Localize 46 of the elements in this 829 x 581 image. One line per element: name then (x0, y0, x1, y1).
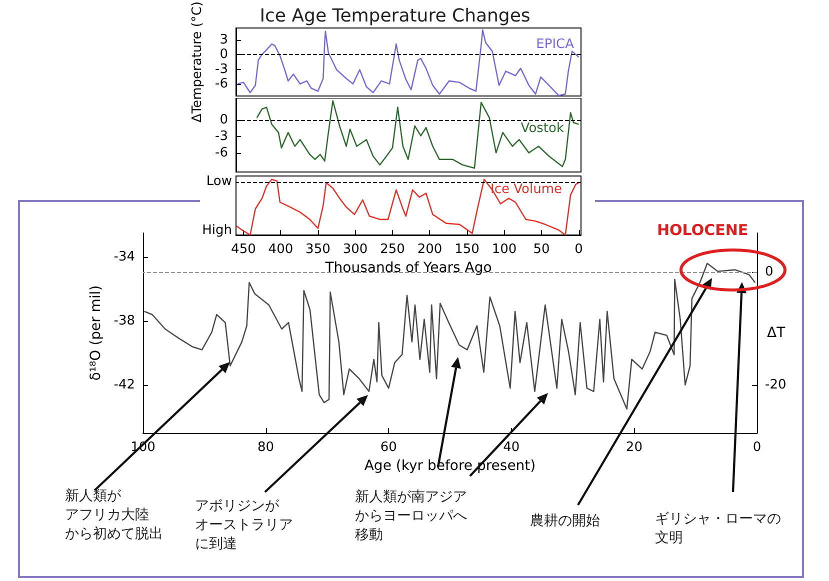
y2-tick-label: -20 (765, 377, 786, 392)
x-tick-label: 350 (306, 242, 330, 257)
x-tick-label: 150 (454, 242, 480, 257)
y-tick-label: 0 (220, 47, 228, 62)
series-label: Ice Volume (490, 182, 562, 197)
text: ギリシャ・ローマの文明 (655, 510, 781, 548)
y-axis-title: δ¹⁸O (per mil) (88, 285, 104, 381)
y-tick-label: -3 (215, 62, 228, 77)
x-tick-label: 50 (533, 242, 550, 257)
chart-title: Ice Age Temperature Changes (260, 6, 530, 26)
annotation: High (202, 223, 232, 238)
y-tick-label: -6 (215, 145, 228, 160)
x-axis-title: Thousands of Years Ago (324, 260, 492, 276)
y-tick-label: -3 (215, 128, 228, 144)
text: Low (206, 174, 232, 189)
x-tick-label: 300 (342, 242, 368, 257)
x-tick-label: 60 (380, 440, 397, 455)
line-series (144, 262, 756, 410)
y-tick-label: -6 (215, 76, 228, 92)
x-tick-label: 0 (574, 242, 583, 257)
y-tick-label: -34 (114, 250, 135, 264)
text: 農耕の開始 (530, 512, 600, 531)
y2-axis-title: ΔT (767, 325, 786, 341)
text: 新人類が南アジアからヨーロッパへ移動 (355, 488, 467, 545)
series-label: EPICA (536, 37, 574, 52)
y-tick-label: 3 (220, 32, 228, 48)
y2-tick-label: 0 (765, 264, 774, 280)
y-tick-label: 0 (220, 112, 228, 128)
annotation: HOLOCENE (657, 221, 748, 240)
x-tick-label: 450 (231, 242, 256, 257)
x-tick-label: 250 (380, 242, 405, 257)
text: 新人類がアフリカ大陸から初めて脱出 (65, 487, 163, 544)
line-series (256, 100, 580, 169)
y-tick-label: -38 (114, 314, 135, 328)
x-tick-label: 20 (626, 440, 642, 455)
x-tick-label: 200 (417, 242, 442, 257)
x-tick-label: 40 (503, 440, 520, 455)
x-tick-label: 100 (492, 242, 517, 257)
x-tick-label: 0 (752, 440, 762, 455)
x-tick-label: 400 (268, 242, 294, 257)
y-axis-title: ΔTemperature (°C) (190, 1, 206, 123)
y-tick-label: -42 (114, 378, 135, 392)
series-label: Vostok (520, 121, 564, 136)
text: アボリジンがオーストラリアに到達 (195, 497, 293, 554)
x-axis-title: Age (kyr before present) (364, 458, 536, 474)
x-tick-label: 80 (258, 440, 274, 455)
